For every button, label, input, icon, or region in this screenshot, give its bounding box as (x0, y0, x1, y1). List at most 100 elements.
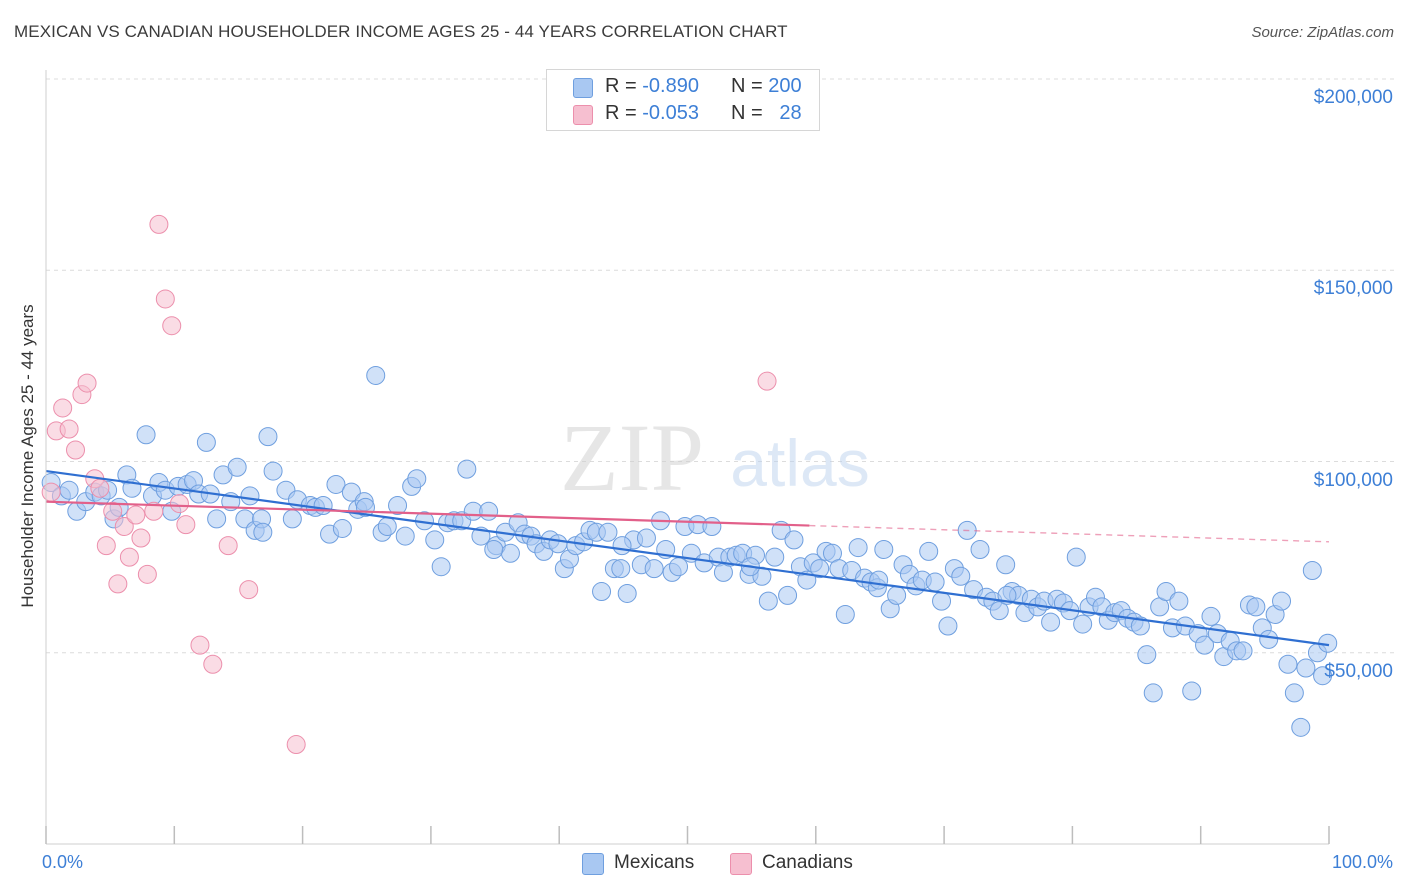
trend-layer (45, 469, 1330, 647)
mexican-point (457, 459, 477, 479)
mexican-point (612, 536, 632, 556)
y-tick-label: $200,000 (1313, 87, 1393, 108)
watermark: ZIP atlas (560, 404, 870, 511)
canadian-point (77, 373, 97, 393)
canadian-point (190, 635, 210, 655)
mexican-point (778, 585, 798, 605)
watermark-zip: ZIP (560, 404, 704, 511)
mexican-point (227, 457, 247, 477)
mexican-point (598, 522, 618, 542)
mexican-point (1073, 614, 1093, 634)
mexican-point (136, 425, 156, 445)
mexican-point (263, 461, 283, 481)
canadian-point (119, 547, 139, 567)
canadian-point (41, 482, 61, 502)
axis-layer (45, 70, 1330, 845)
mexican-point (326, 474, 346, 494)
mexican-point (1182, 681, 1202, 701)
canadian-trend-extension (809, 524, 1330, 543)
canadian-point (144, 501, 164, 521)
mexican-point (1195, 635, 1215, 655)
mexican-point (484, 539, 504, 559)
mexican-point (592, 582, 612, 602)
canadian-trend-line (45, 500, 810, 527)
legend-row-canadians: R = -0.053 N = 28 (547, 101, 819, 127)
mexican-point (887, 585, 907, 605)
canadian-point (108, 574, 128, 594)
mexican-point (332, 518, 352, 538)
mexican-point (1169, 591, 1189, 611)
canadian-point (66, 440, 86, 460)
canadian-point (169, 494, 189, 514)
mexican-point (479, 501, 499, 521)
mexican-point (341, 482, 361, 502)
legend-r-mexicans: R = -0.890 (605, 75, 699, 97)
mexican-point (989, 601, 1009, 621)
mexican-point (1130, 616, 1150, 636)
canadian-point (137, 564, 157, 584)
mexican-point (784, 530, 804, 550)
mexican-point (425, 530, 445, 550)
mexican-point (1302, 561, 1322, 581)
source-label: Source: ZipAtlas.com (1251, 24, 1394, 41)
mexican-point (1066, 547, 1086, 567)
mexican-point (500, 543, 520, 563)
x-tick-label-min: 0.0% (42, 852, 84, 872)
mexican-point (388, 495, 408, 515)
canadian-point (155, 289, 175, 309)
legend-r-canadians: R = -0.053 (605, 102, 699, 124)
mexican-point (313, 495, 333, 515)
mexican-point (810, 559, 830, 579)
y-tick-label: $100,000 (1313, 469, 1393, 491)
series-swatch-canadians (730, 853, 752, 875)
canadian-point (218, 536, 238, 556)
legend-row-mexicans: R = -0.890 N = 200 (547, 74, 819, 100)
mexican-point (1156, 582, 1176, 602)
y-tick-label: $50,000 (1324, 660, 1393, 682)
watermark-atlas: atlas (730, 426, 869, 500)
mexican-point (282, 509, 302, 529)
mexican-point (919, 541, 939, 561)
mexican-point (240, 486, 260, 506)
mexican-point (835, 605, 855, 624)
mexican-point (1041, 612, 1061, 632)
legend-n-mexicans: N = 200 (731, 75, 802, 97)
y-tick-label: $150,000 (1313, 278, 1393, 300)
mexican-point (617, 583, 637, 603)
mexican-point (970, 539, 990, 559)
points-layer (41, 214, 1338, 755)
legend-swatch-canadians (573, 105, 593, 125)
mexican-point (196, 432, 216, 452)
mexican-point (869, 570, 889, 590)
mexican-point (1259, 629, 1279, 649)
canadian-point (757, 371, 777, 391)
mexican-point (1137, 645, 1157, 665)
legend-swatch-mexicans (573, 78, 593, 98)
canadian-point (131, 528, 151, 548)
canadian-point (53, 398, 73, 418)
canadian-point (90, 478, 110, 498)
mexican-point (925, 572, 945, 592)
canadian-point (126, 505, 146, 525)
canadian-point (103, 501, 123, 521)
mexican-point (1201, 606, 1221, 626)
mexican-point (1296, 658, 1316, 678)
mexican-point (1313, 666, 1333, 686)
mexican-point (932, 591, 952, 611)
mexican-point (938, 616, 958, 636)
mexican-point (1233, 641, 1253, 661)
mexican-point (1143, 683, 1163, 703)
mexican-point (253, 522, 273, 542)
mexican-point (407, 469, 427, 489)
mexican-point (996, 555, 1016, 575)
series-label-mexicans: Mexicans (614, 852, 695, 873)
canadian-point (96, 536, 116, 556)
chart-title: MEXICAN VS CANADIAN HOUSEHOLDER INCOME A… (14, 22, 788, 41)
canadian-point (149, 214, 169, 234)
mexican-point (1291, 717, 1311, 737)
mexican-point (758, 591, 778, 611)
mexican-point (644, 559, 664, 579)
canadian-point (59, 419, 79, 439)
mexican-point (366, 365, 386, 385)
canadian-point (114, 517, 134, 537)
